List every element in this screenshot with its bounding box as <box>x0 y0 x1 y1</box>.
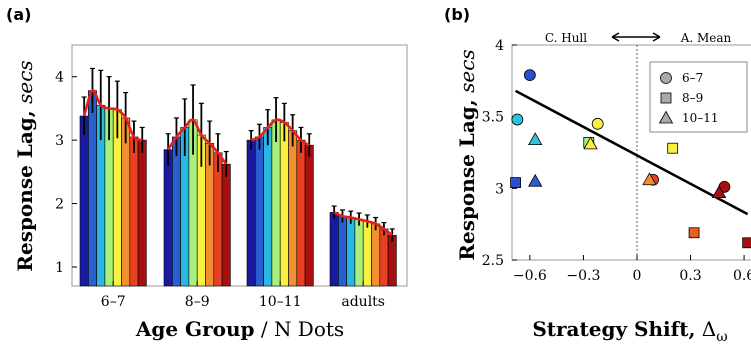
y-tick-label: 1 <box>55 260 64 276</box>
panel-b-xlabel-symbol: Δ <box>695 317 716 341</box>
bar <box>304 144 314 287</box>
panel-a-frame <box>71 44 408 287</box>
x-tick-label: −0.3 <box>566 268 600 284</box>
annotation-a-mean: A. Mean <box>680 31 732 45</box>
panel-b-ylabel-italic: secs <box>455 49 479 99</box>
bar <box>362 221 372 287</box>
bar <box>337 215 347 287</box>
bar <box>88 90 97 287</box>
panel-a: (a) 1 2 3 4 6–7 8–9 10–11 adults Response Lag,… <box>6 5 408 341</box>
panel-b-y-ticks: 2.5 3 3.5 4 <box>482 38 517 269</box>
x-tick-label: −0.6 <box>513 268 547 284</box>
legend-label: 6–7 <box>682 71 703 85</box>
legend-label: 8–9 <box>682 91 703 105</box>
bar <box>255 136 264 287</box>
panel-b-ylabel-bold: Response Lag, <box>455 99 479 260</box>
data-point-square <box>742 237 751 249</box>
bar <box>263 127 273 287</box>
fit-curve <box>333 211 394 237</box>
y-tick-label: 2 <box>55 197 64 213</box>
bar <box>129 136 139 287</box>
bar <box>296 139 306 287</box>
panel-a-ylabel-italic: secs <box>13 60 37 110</box>
panel-b-xlabel-sub: ω <box>716 329 727 345</box>
data-point-circle <box>511 113 524 126</box>
double-arrow-icon <box>611 32 661 42</box>
panel-b-frame <box>511 44 751 261</box>
bar <box>79 115 89 287</box>
panel-b-points <box>510 69 751 249</box>
panel-b-xlabel-bold: Strategy Shift, <box>532 317 695 341</box>
panel-a-fit-curves <box>82 89 394 237</box>
y-tick-label: 4 <box>55 70 64 86</box>
x-tick-label: 0 <box>633 268 642 284</box>
legend-circle-icon <box>660 72 672 84</box>
data-point-square <box>667 142 679 154</box>
panel-a-x-axis-title: Age Group / N Dots <box>135 317 344 341</box>
bar <box>137 139 147 287</box>
panel-b-label: (b) <box>444 5 470 24</box>
bar <box>279 122 289 287</box>
bar <box>213 152 223 287</box>
data-point-square <box>688 227 700 239</box>
y-tick-label: 3.5 <box>482 110 504 126</box>
y-tick-label: 3 <box>55 133 64 149</box>
x-tick-label: 0.3 <box>679 268 701 284</box>
data-point-circle <box>591 117 604 130</box>
fit-curve <box>82 89 143 142</box>
panel-a-ylabel-bold: Response Lag, <box>13 110 37 271</box>
legend-label: 10–11 <box>682 111 719 125</box>
data-point-triangle <box>642 172 657 186</box>
bar <box>371 223 381 287</box>
y-tick-label: 3 <box>495 181 504 197</box>
panel-a-y-axis-title: Response Lag, secs <box>13 60 37 271</box>
panel-a-x-ticks: 6–7 8–9 10–11 adults <box>101 281 385 310</box>
panel-a-xlabel-rest: / N Dots <box>254 317 344 341</box>
bar <box>329 212 339 287</box>
bar <box>387 234 397 287</box>
data-point-circle <box>523 69 536 81</box>
panel-b-x-axis-title: Strategy Shift, Δω <box>532 317 727 345</box>
x-tick-label: 8–9 <box>185 294 210 310</box>
bar <box>172 136 181 287</box>
bar <box>288 130 298 287</box>
bar <box>354 219 364 287</box>
bar <box>271 119 281 287</box>
data-point-triangle <box>711 185 727 199</box>
fit-curve <box>167 118 228 165</box>
x-tick-label: adults <box>341 294 385 310</box>
bar <box>221 163 231 287</box>
y-tick-label: 4 <box>495 38 504 54</box>
data-point-triangle <box>528 132 543 146</box>
bar <box>379 228 389 287</box>
y-tick-label: 2.5 <box>482 253 504 269</box>
legend-triangle-icon <box>658 110 674 124</box>
fit-curve <box>250 118 310 147</box>
bar <box>163 149 173 287</box>
panel-a-label: (a) <box>6 5 31 24</box>
data-point-square <box>510 177 521 189</box>
x-tick-label: 6–7 <box>101 294 126 310</box>
panel-b: (b) 2.5 3 3.5 4 −0.6 −0.3 0 0.3 0.6 C. Hull A. … <box>444 5 751 345</box>
panel-b-regression-line <box>514 89 749 216</box>
data-point-triangle <box>528 173 543 187</box>
panel-b-legend: 6–7 8–9 10–11 <box>649 61 748 133</box>
bar <box>246 139 256 287</box>
panel-b-x-ticks: −0.6 −0.3 0 0.3 0.6 <box>513 255 751 284</box>
panel-a-xlabel-bold: Age Group <box>135 317 255 341</box>
panel-a-y-ticks: 1 2 3 4 <box>55 70 77 276</box>
legend-square-icon <box>660 92 672 104</box>
x-tick-label: 0.6 <box>733 268 751 284</box>
panel-a-bars <box>79 90 397 287</box>
x-tick-label: 10–11 <box>259 294 302 310</box>
bar <box>346 217 356 287</box>
panel-b-y-axis-title: Response Lag, secs <box>455 49 479 260</box>
annotation-c-hull: C. Hull <box>545 31 587 45</box>
data-point-triangle <box>583 136 598 150</box>
